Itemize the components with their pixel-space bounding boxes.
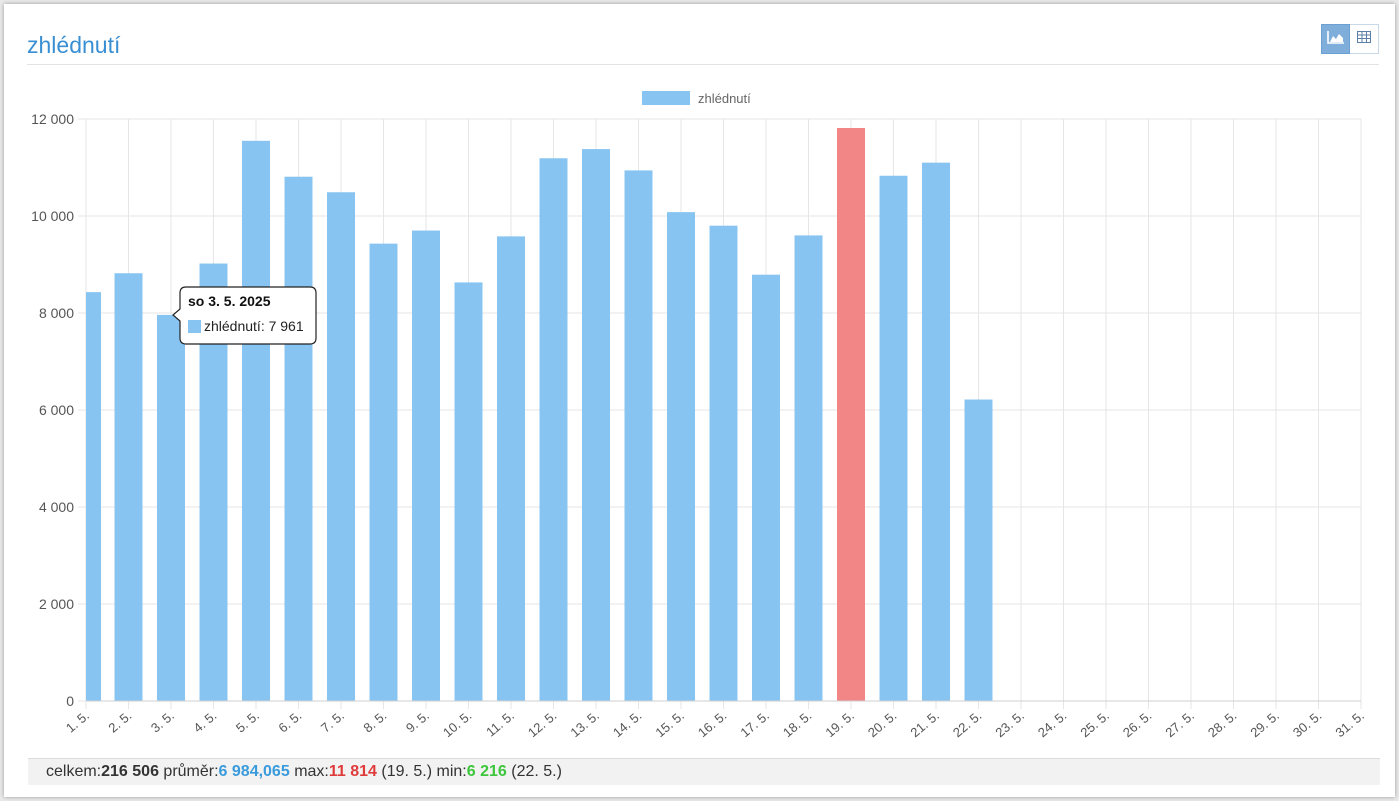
y-tick-label: 8 000 <box>39 305 74 321</box>
bar[interactable] <box>327 192 355 702</box>
x-tick-label: 17. 5. <box>737 708 772 740</box>
avg-value: 6 984,065 <box>218 763 290 780</box>
legend-swatch <box>642 91 690 105</box>
x-tick-label: 11. 5. <box>483 708 517 740</box>
bar[interactable] <box>922 162 950 701</box>
bar[interactable] <box>667 212 695 701</box>
tooltip-title: so 3. 5. 2025 <box>188 293 271 309</box>
min-value: 6 216 <box>466 763 507 780</box>
tooltip-swatch <box>188 320 201 333</box>
bar[interactable] <box>114 273 143 701</box>
x-tick-label: 2. 5. <box>105 708 134 736</box>
bar[interactable] <box>964 399 993 701</box>
y-tick-label: 6 000 <box>39 402 74 418</box>
bar[interactable] <box>539 158 568 701</box>
x-tick-label: 18. 5. <box>780 708 815 740</box>
y-tick-label: 12 000 <box>31 111 74 127</box>
y-tick-label: 10 000 <box>31 208 74 224</box>
x-tick-label: 12. 5. <box>525 708 560 740</box>
x-tick-label: 16. 5. <box>695 708 730 740</box>
bar-chart: 0 2 000 4 000 6 000 8 000 10 000 12 000 1. 5. 2.… <box>31 91 1367 740</box>
x-tick-label: 21. 5. <box>907 708 942 740</box>
bar[interactable] <box>242 140 270 701</box>
legend-label: zhlédnutí <box>698 91 751 106</box>
bar[interactable] <box>157 314 185 701</box>
x-tick-label: 6. 5. <box>275 708 304 736</box>
bar[interactable] <box>752 274 780 701</box>
bar[interactable] <box>709 225 738 701</box>
view-toggle <box>1321 24 1379 54</box>
x-tick-label: 10. 5. <box>440 708 475 740</box>
x-tick-label: 30. 5. <box>1290 708 1325 740</box>
table-icon <box>1357 30 1371 48</box>
total-value: 216 506 <box>101 763 159 780</box>
bar[interactable] <box>879 175 908 701</box>
page-title: zhlédnutí <box>27 32 121 58</box>
total-label: celkem: <box>46 763 102 780</box>
bar[interactable] <box>86 292 101 701</box>
summary-bar: celkem:216 506 průměr:6 984,065 max:11 8… <box>28 758 1380 785</box>
x-tick-label: 4. 5. <box>190 708 219 736</box>
x-tick-label: 29. 5. <box>1247 708 1282 740</box>
area-chart-icon <box>1326 30 1345 49</box>
x-tick-label: 28. 5. <box>1205 708 1240 740</box>
bar[interactable] <box>284 176 313 702</box>
x-tick-label: 31. 5. <box>1332 708 1367 740</box>
x-tick-label: 25. 5. <box>1077 708 1112 740</box>
tooltip-label: zhlédnutí: 7 961 <box>204 318 304 334</box>
max-label: max: <box>294 763 329 780</box>
x-tick-label: 1. 5. <box>63 708 92 736</box>
x-tick-label: 24. 5. <box>1035 708 1070 740</box>
x-tick-label: 26. 5. <box>1120 708 1155 740</box>
bar[interactable] <box>369 243 398 701</box>
chart-view-button[interactable] <box>1321 24 1350 54</box>
x-tick-label: 19. 5. <box>822 708 857 740</box>
max-value: 11 814 <box>328 763 377 780</box>
x-tick-label: 27. 5. <box>1162 708 1197 740</box>
x-tick-label: 9. 5. <box>403 708 432 736</box>
x-tick-label: 15. 5. <box>652 708 687 740</box>
min-date: (22. 5.) <box>511 763 562 780</box>
bar[interactable] <box>582 149 610 701</box>
x-tick-label: 8. 5. <box>360 708 389 736</box>
y-tick-label: 4 000 <box>39 499 74 515</box>
x-tick-label: 22. 5. <box>950 708 985 740</box>
x-tick-label: 7. 5. <box>318 708 347 736</box>
max-date: (19. 5.) <box>381 763 433 780</box>
bar[interactable] <box>837 128 865 701</box>
x-tick-label: 5. 5. <box>233 708 262 736</box>
y-tick-label: 0 <box>66 693 74 709</box>
x-tick-label: 13. 5. <box>567 708 602 740</box>
bar[interactable] <box>624 170 653 701</box>
chart-panel: zhlédnutí celkem:216 506 p <box>4 4 1395 797</box>
bar[interactable] <box>497 236 525 701</box>
bar[interactable] <box>454 282 483 701</box>
x-tick-label: 20. 5. <box>865 708 900 740</box>
y-tick-label: 2 000 <box>39 596 74 612</box>
avg-label: průměr: <box>163 763 219 780</box>
title-divider <box>27 64 1379 65</box>
min-label: min: <box>436 763 467 780</box>
bar[interactable] <box>794 235 823 701</box>
tooltip-box <box>172 286 317 345</box>
x-tick-label: 3. 5. <box>148 708 177 736</box>
x-tick-label: 23. 5. <box>992 708 1027 740</box>
x-tick-label: 14. 5. <box>610 708 645 740</box>
bar[interactable] <box>412 230 440 702</box>
table-view-button[interactable] <box>1350 24 1379 54</box>
